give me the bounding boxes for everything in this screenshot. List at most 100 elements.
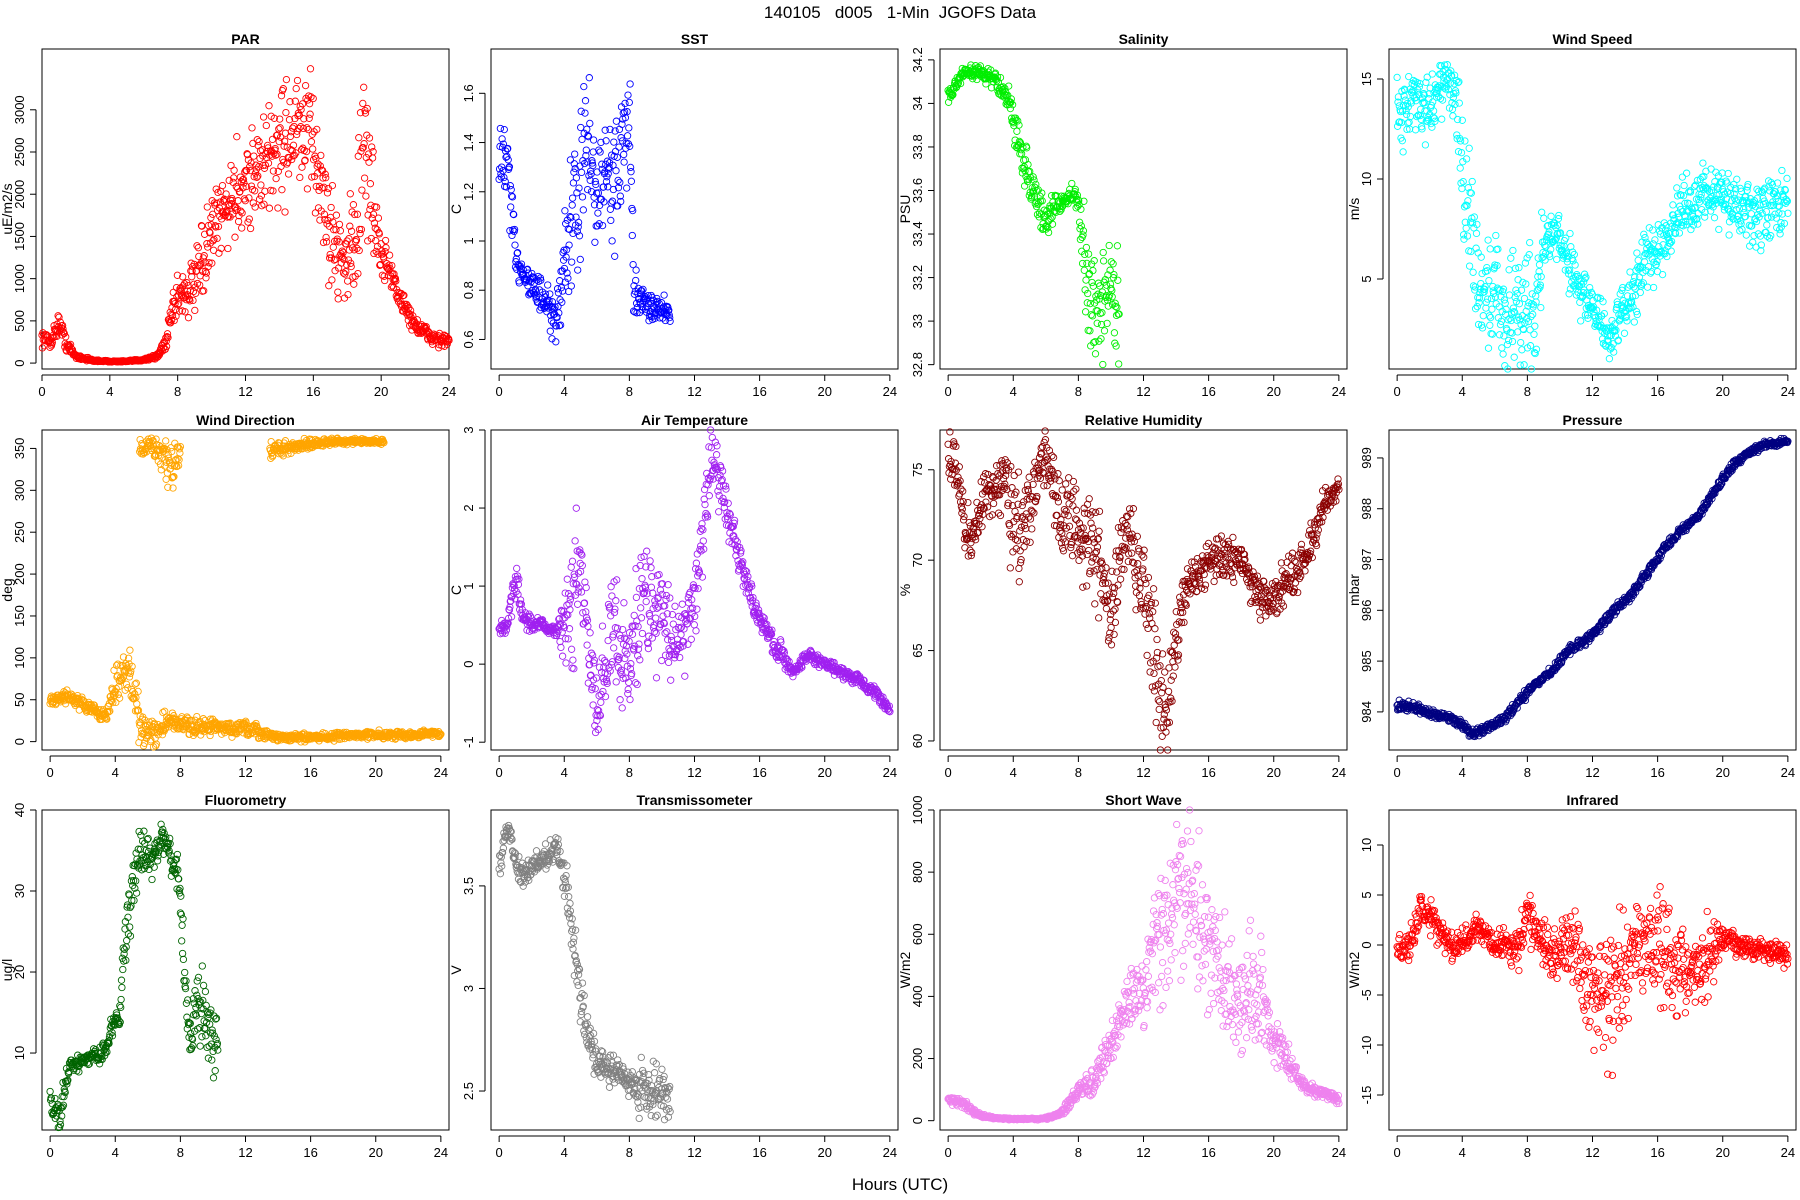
data-point bbox=[1444, 86, 1453, 94]
data-point bbox=[1098, 288, 1106, 296]
data-point bbox=[586, 119, 594, 128]
data-point bbox=[664, 658, 673, 667]
data-point bbox=[1028, 192, 1036, 200]
data-point bbox=[1429, 98, 1437, 106]
data-point bbox=[1394, 93, 1403, 101]
data-point bbox=[581, 109, 589, 117]
y-tick-label: 1.6 bbox=[461, 84, 476, 102]
data-point bbox=[320, 183, 328, 191]
data-point bbox=[626, 695, 634, 704]
data-point bbox=[613, 153, 621, 161]
data-point bbox=[1521, 319, 1529, 327]
data-point bbox=[188, 273, 196, 281]
data-point bbox=[227, 161, 235, 170]
data-point bbox=[556, 277, 564, 285]
data-point bbox=[1530, 330, 1538, 338]
data-point bbox=[1568, 248, 1577, 256]
data-point bbox=[1762, 207, 1771, 216]
data-point bbox=[343, 261, 351, 269]
data-point bbox=[285, 116, 294, 124]
data-point bbox=[572, 174, 581, 182]
data-point bbox=[230, 166, 238, 174]
data-point bbox=[1401, 86, 1409, 94]
data-point bbox=[619, 109, 627, 117]
data-point bbox=[262, 121, 270, 130]
y-tick-label: 34 bbox=[910, 96, 925, 110]
data-point bbox=[1473, 302, 1481, 311]
data-point bbox=[708, 433, 716, 442]
data-point bbox=[661, 629, 669, 637]
data-point bbox=[321, 170, 329, 178]
data-point bbox=[392, 277, 400, 285]
data-point bbox=[133, 700, 141, 708]
data-point bbox=[620, 108, 629, 116]
data-point bbox=[1514, 328, 1522, 336]
data-point bbox=[1750, 232, 1758, 240]
data-point bbox=[1532, 345, 1541, 353]
data-point bbox=[1464, 197, 1472, 205]
data-point bbox=[1607, 344, 1616, 352]
data-point bbox=[364, 150, 373, 158]
data-point bbox=[231, 233, 239, 241]
data-point bbox=[500, 125, 508, 134]
data-point bbox=[623, 184, 631, 192]
plot-frame bbox=[939, 48, 1348, 370]
data-point bbox=[1008, 114, 1016, 122]
data-point bbox=[164, 333, 172, 342]
data-point bbox=[1104, 302, 1112, 310]
data-point bbox=[161, 707, 169, 715]
data-point bbox=[298, 163, 306, 171]
data-point bbox=[1773, 179, 1782, 187]
data-point bbox=[1507, 254, 1515, 262]
data-point bbox=[1029, 187, 1038, 195]
data-point bbox=[257, 181, 265, 189]
data-point bbox=[510, 225, 519, 234]
data-point bbox=[208, 259, 216, 267]
data-point bbox=[565, 600, 573, 608]
data-point bbox=[573, 600, 582, 608]
data-point bbox=[1783, 174, 1791, 183]
data-point bbox=[381, 236, 390, 245]
data-point bbox=[199, 267, 207, 276]
data-point bbox=[693, 605, 701, 613]
data-point bbox=[1505, 266, 1513, 274]
data-point bbox=[335, 220, 344, 229]
y-axis-label: deg bbox=[0, 578, 15, 601]
data-point bbox=[1421, 141, 1430, 149]
data-point bbox=[715, 508, 723, 516]
data-point bbox=[207, 221, 215, 229]
data-point bbox=[660, 291, 668, 299]
data-point bbox=[574, 266, 582, 274]
data-point bbox=[242, 182, 250, 191]
data-point bbox=[1586, 283, 1594, 292]
data-point bbox=[1537, 273, 1545, 281]
data-point bbox=[296, 102, 304, 111]
data-point bbox=[1535, 267, 1543, 276]
data-point bbox=[1096, 282, 1104, 290]
y-tick-label: 1 bbox=[461, 237, 476, 244]
data-point bbox=[1097, 320, 1106, 329]
data-point bbox=[162, 342, 171, 351]
data-point bbox=[1082, 243, 1091, 252]
data-point bbox=[245, 215, 253, 223]
data-point bbox=[288, 124, 297, 132]
data-point bbox=[360, 83, 368, 91]
data-point bbox=[239, 175, 248, 184]
x-tick-label: 16 bbox=[1650, 384, 1664, 399]
data-point bbox=[360, 140, 368, 148]
data-point bbox=[1454, 78, 1462, 87]
data-point bbox=[1428, 123, 1436, 131]
data-point bbox=[1784, 209, 1792, 217]
data-point bbox=[569, 229, 577, 238]
data-point bbox=[507, 192, 516, 200]
x-tick-label: 16 bbox=[306, 384, 320, 399]
data-point bbox=[1686, 188, 1695, 196]
data-point bbox=[253, 173, 261, 181]
data-point bbox=[1528, 290, 1536, 298]
data-point bbox=[1728, 211, 1737, 219]
x-tick-label: 4 bbox=[1010, 384, 1017, 399]
data-point bbox=[558, 298, 566, 306]
data-point bbox=[1394, 98, 1402, 106]
data-point bbox=[173, 271, 182, 279]
data-point bbox=[611, 127, 619, 135]
